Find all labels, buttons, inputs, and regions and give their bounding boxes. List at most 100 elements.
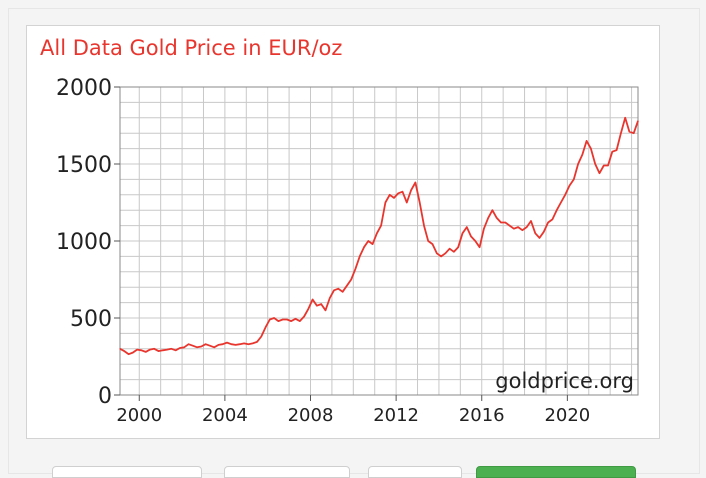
data-point (457, 246, 459, 248)
data-point (594, 163, 596, 165)
y-tick-label: 1000 (56, 230, 112, 255)
data-point (487, 217, 489, 219)
data-point (354, 268, 357, 270)
x-tick-label: 2012 (373, 405, 419, 426)
data-point (470, 235, 472, 237)
data-point (461, 232, 464, 234)
data-point (397, 192, 399, 194)
data-point (123, 350, 125, 352)
data-point (620, 132, 622, 134)
data-point (170, 348, 172, 350)
data-point (436, 252, 438, 254)
x-tick-label: 2020 (544, 405, 590, 426)
data-point (440, 255, 442, 257)
data-point (376, 232, 378, 234)
data-point (333, 289, 335, 291)
data-point (530, 220, 532, 222)
data-point (239, 343, 241, 345)
chart-title: All Data Gold Price in EUR/oz (40, 36, 343, 60)
data-point (624, 117, 626, 119)
data-point (162, 349, 164, 351)
data-point (337, 288, 339, 290)
data-point (196, 346, 198, 348)
data-point (312, 298, 314, 301)
data-point (329, 297, 331, 299)
y-tick-label: 1500 (56, 153, 112, 178)
data-point (496, 217, 498, 219)
data-point (222, 343, 224, 345)
data-point (256, 341, 258, 343)
data-point (209, 345, 211, 347)
data-point (132, 352, 134, 354)
data-point (230, 343, 232, 345)
data-point (598, 172, 601, 174)
data-point (213, 346, 215, 348)
data-point (367, 240, 369, 242)
data-point (269, 318, 271, 321)
data-point (234, 344, 237, 346)
data-point (252, 342, 254, 345)
bottom-tab-1[interactable] (52, 466, 202, 478)
data-point (175, 349, 177, 351)
data-point (277, 320, 279, 322)
data-point (560, 201, 562, 204)
data-point (290, 320, 292, 322)
data-point (217, 344, 220, 346)
data-point (299, 320, 301, 322)
data-point (577, 163, 579, 165)
data-point (393, 197, 395, 199)
data-point (320, 303, 322, 305)
data-point (140, 349, 143, 351)
data-point (538, 237, 541, 239)
data-point (564, 194, 566, 196)
data-point (247, 343, 250, 345)
data-point (444, 252, 446, 254)
data-point (491, 209, 494, 211)
watermark: goldprice.org (495, 369, 634, 393)
data-point (581, 154, 583, 156)
axis-ticks: 0 500 1000 1500 2000 2000 2004 2008 2012 2016 2020 (56, 76, 590, 426)
data-point (243, 342, 245, 345)
data-point (200, 345, 202, 348)
bottom-tab-2[interactable] (224, 466, 350, 478)
data-point (157, 350, 160, 352)
data-point (145, 351, 147, 353)
data-point (611, 151, 613, 153)
data-point (303, 315, 305, 318)
data-point (568, 184, 571, 187)
data-point (371, 243, 374, 245)
data-point (449, 248, 451, 250)
data-point (401, 191, 404, 193)
data-point (260, 335, 262, 338)
data-point (590, 148, 592, 150)
bottom-tab-green[interactable] (476, 466, 636, 478)
data-point (389, 194, 391, 196)
chart-card (26, 25, 660, 439)
gold-price-line (119, 116, 639, 356)
data-point (607, 164, 609, 167)
data-point (479, 246, 481, 248)
data-point (406, 201, 408, 204)
data-point (342, 291, 344, 293)
bottom-tab-3[interactable] (368, 466, 462, 478)
data-point (637, 120, 639, 122)
data-point (504, 221, 506, 224)
data-point (517, 226, 519, 228)
data-point (136, 348, 138, 351)
data-point (573, 178, 575, 180)
data-point (474, 240, 476, 242)
y-tick-label: 0 (98, 384, 112, 409)
data-point (633, 132, 635, 134)
data-point (603, 164, 605, 167)
data-point (363, 246, 365, 248)
data-point (466, 226, 468, 228)
x-tick-label: 2016 (459, 405, 505, 426)
data-point (166, 348, 168, 351)
data-point (586, 140, 588, 142)
data-point (316, 305, 318, 307)
data-point (526, 226, 528, 228)
data-point (205, 343, 207, 345)
data-point (324, 309, 327, 311)
data-point (307, 308, 309, 310)
